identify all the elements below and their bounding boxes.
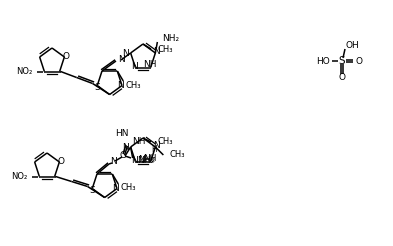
Text: N: N [131, 62, 138, 71]
Text: CH₃: CH₃ [157, 45, 173, 53]
Text: S: S [339, 56, 345, 66]
Text: CH₃: CH₃ [120, 184, 136, 193]
Text: HO: HO [316, 57, 330, 65]
Text: HN: HN [115, 128, 129, 138]
Text: C: C [120, 152, 126, 160]
Text: N: N [122, 143, 129, 153]
Text: CH₃: CH₃ [157, 138, 173, 147]
Text: N: N [118, 56, 125, 64]
Text: N: N [110, 157, 116, 167]
Text: H: H [151, 145, 156, 154]
Text: NH: NH [143, 60, 156, 69]
Text: S: S [94, 83, 100, 92]
Text: O: O [58, 157, 65, 167]
Text: N: N [153, 141, 160, 151]
Text: OH: OH [346, 41, 360, 49]
Text: NO₂: NO₂ [11, 172, 28, 181]
Text: NH₂: NH₂ [137, 156, 154, 166]
Text: N: N [153, 47, 160, 57]
Text: NH₂: NH₂ [138, 154, 155, 164]
Text: NH₂: NH₂ [162, 34, 180, 44]
Text: NH: NH [132, 137, 145, 145]
Text: O: O [63, 52, 70, 62]
Text: N: N [131, 156, 138, 165]
Text: CH₃: CH₃ [125, 80, 141, 90]
Text: N: N [112, 184, 118, 193]
Text: NO₂: NO₂ [16, 67, 32, 76]
Text: N: N [117, 81, 123, 90]
Text: CH₃: CH₃ [169, 151, 185, 159]
Text: S: S [89, 186, 95, 195]
Text: O: O [338, 74, 345, 82]
Text: NH: NH [143, 154, 156, 163]
Text: N: N [122, 49, 129, 59]
Text: O: O [356, 57, 363, 65]
